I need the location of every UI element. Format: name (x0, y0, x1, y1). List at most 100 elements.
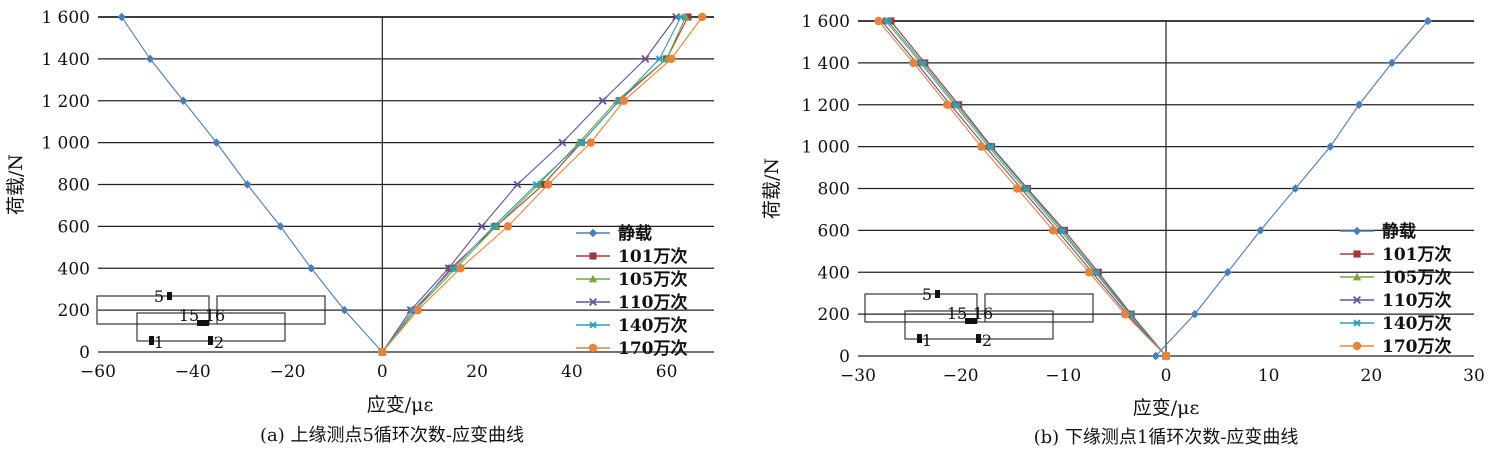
data-point (1091, 268, 1101, 276)
inset-label: 16 (973, 304, 993, 323)
data-point (558, 138, 567, 147)
data-point (539, 180, 547, 189)
inset-box (216, 295, 326, 325)
x-tick-label: 10 (1258, 366, 1280, 386)
data-point (1326, 142, 1335, 151)
data-point (503, 222, 513, 231)
legend-swatch-marker (1352, 272, 1362, 281)
inset-gauge-mark (976, 334, 981, 343)
data-point (145, 54, 155, 64)
y-tick-label: 1 200 (41, 92, 90, 112)
cross-section-inset: 5 15 16 1 2 (96, 287, 326, 352)
data-point (874, 16, 883, 26)
data-point (676, 13, 686, 21)
x-tick-label: −10 (1045, 366, 1081, 386)
data-point (1223, 268, 1232, 277)
data-point (986, 143, 995, 151)
y-tick-label: 200 (58, 301, 90, 321)
legend-swatch-marker (1352, 226, 1362, 236)
y-tick-label: 1 000 (801, 138, 850, 158)
y-tick-label: 600 (58, 217, 90, 237)
y-tick-label: 1 600 (41, 8, 90, 28)
data-point (513, 180, 522, 189)
legend-entry-label: 110万次 (1382, 290, 1452, 311)
x-tick-label: −30 (840, 366, 876, 386)
x-tick-label: −60 (80, 362, 116, 382)
legend-swatch-marker (589, 298, 597, 306)
data-point (586, 138, 595, 147)
legend-entry-label: 105万次 (1382, 267, 1452, 288)
data-point (532, 180, 541, 189)
y-tick-label: 1 400 (801, 54, 850, 74)
y-tick-label: 800 (58, 176, 90, 196)
data-point (943, 100, 952, 109)
inset-label: 2 (982, 331, 992, 350)
legend-swatch-marker (1352, 341, 1362, 351)
data-point (456, 264, 465, 273)
data-point (413, 305, 423, 315)
inset-gauge-mark (208, 336, 213, 345)
data-point (1256, 226, 1265, 235)
y-tick-label: 1 600 (801, 12, 850, 32)
data-point (243, 180, 252, 189)
inset-label: 5 (922, 285, 932, 304)
legend-entry-label: 170万次 (1382, 336, 1452, 357)
y-tick-label: 400 (818, 263, 850, 283)
data-point (918, 59, 927, 67)
inset-box (984, 293, 1094, 323)
data-point (1058, 226, 1067, 234)
data-point (543, 180, 553, 189)
legend-entry-label: 105万次 (618, 269, 688, 290)
data-point (1387, 58, 1397, 68)
inset-label: 15 (179, 306, 199, 325)
x-tick-label: 0 (1161, 366, 1172, 386)
data-point (697, 12, 707, 22)
data-point (1012, 184, 1022, 193)
legend-entry-label: 101万次 (1382, 244, 1452, 265)
data-point (667, 54, 676, 64)
data-point (952, 101, 961, 109)
data-point (340, 305, 349, 315)
inset-label: 5 (154, 287, 164, 306)
x-axis-title: 应变/με (1133, 397, 1200, 419)
data-point (1354, 100, 1364, 109)
x-tick-label: 20 (466, 362, 488, 382)
x-tick-label: 0 (377, 362, 388, 382)
inset-gauge-mark (167, 292, 172, 300)
y-tick-label: 600 (818, 221, 850, 241)
x-axis-title: 应变/με (367, 394, 434, 416)
legend-swatch-marker (588, 321, 598, 329)
y-tick-label: 0 (79, 343, 90, 363)
legend-swatch-marker (588, 228, 598, 238)
y-axis-title: 荷载/N (761, 158, 783, 219)
legend-swatch-marker (1353, 296, 1361, 304)
data-point (684, 13, 692, 21)
data-point (641, 54, 650, 63)
inset-gauge-mark (197, 320, 209, 326)
y-tick-label: 1 400 (41, 50, 90, 70)
data-point (1048, 226, 1058, 235)
series-6 (874, 16, 1171, 361)
data-point (378, 347, 387, 357)
inset-gauge-mark (149, 336, 154, 345)
chart-caption: (b) 下缘测点1循环次数-应变曲线 (1034, 427, 1299, 448)
data-point (1291, 184, 1300, 193)
data-point (977, 142, 986, 151)
legend-swatch-marker (1352, 319, 1362, 327)
x-tick-label: 40 (561, 362, 583, 382)
data-point (883, 17, 892, 25)
inset-label: 1 (922, 331, 932, 350)
data-point (449, 264, 458, 272)
data-point (179, 96, 188, 105)
legend-swatch-marker (588, 343, 598, 353)
legend-entry-label: 140万次 (618, 315, 688, 336)
data-point (598, 96, 607, 105)
legend-entry-label: 170万次 (618, 338, 688, 359)
data-point (1161, 351, 1171, 361)
data-point (307, 264, 316, 273)
x-tick-label: 60 (656, 362, 678, 382)
